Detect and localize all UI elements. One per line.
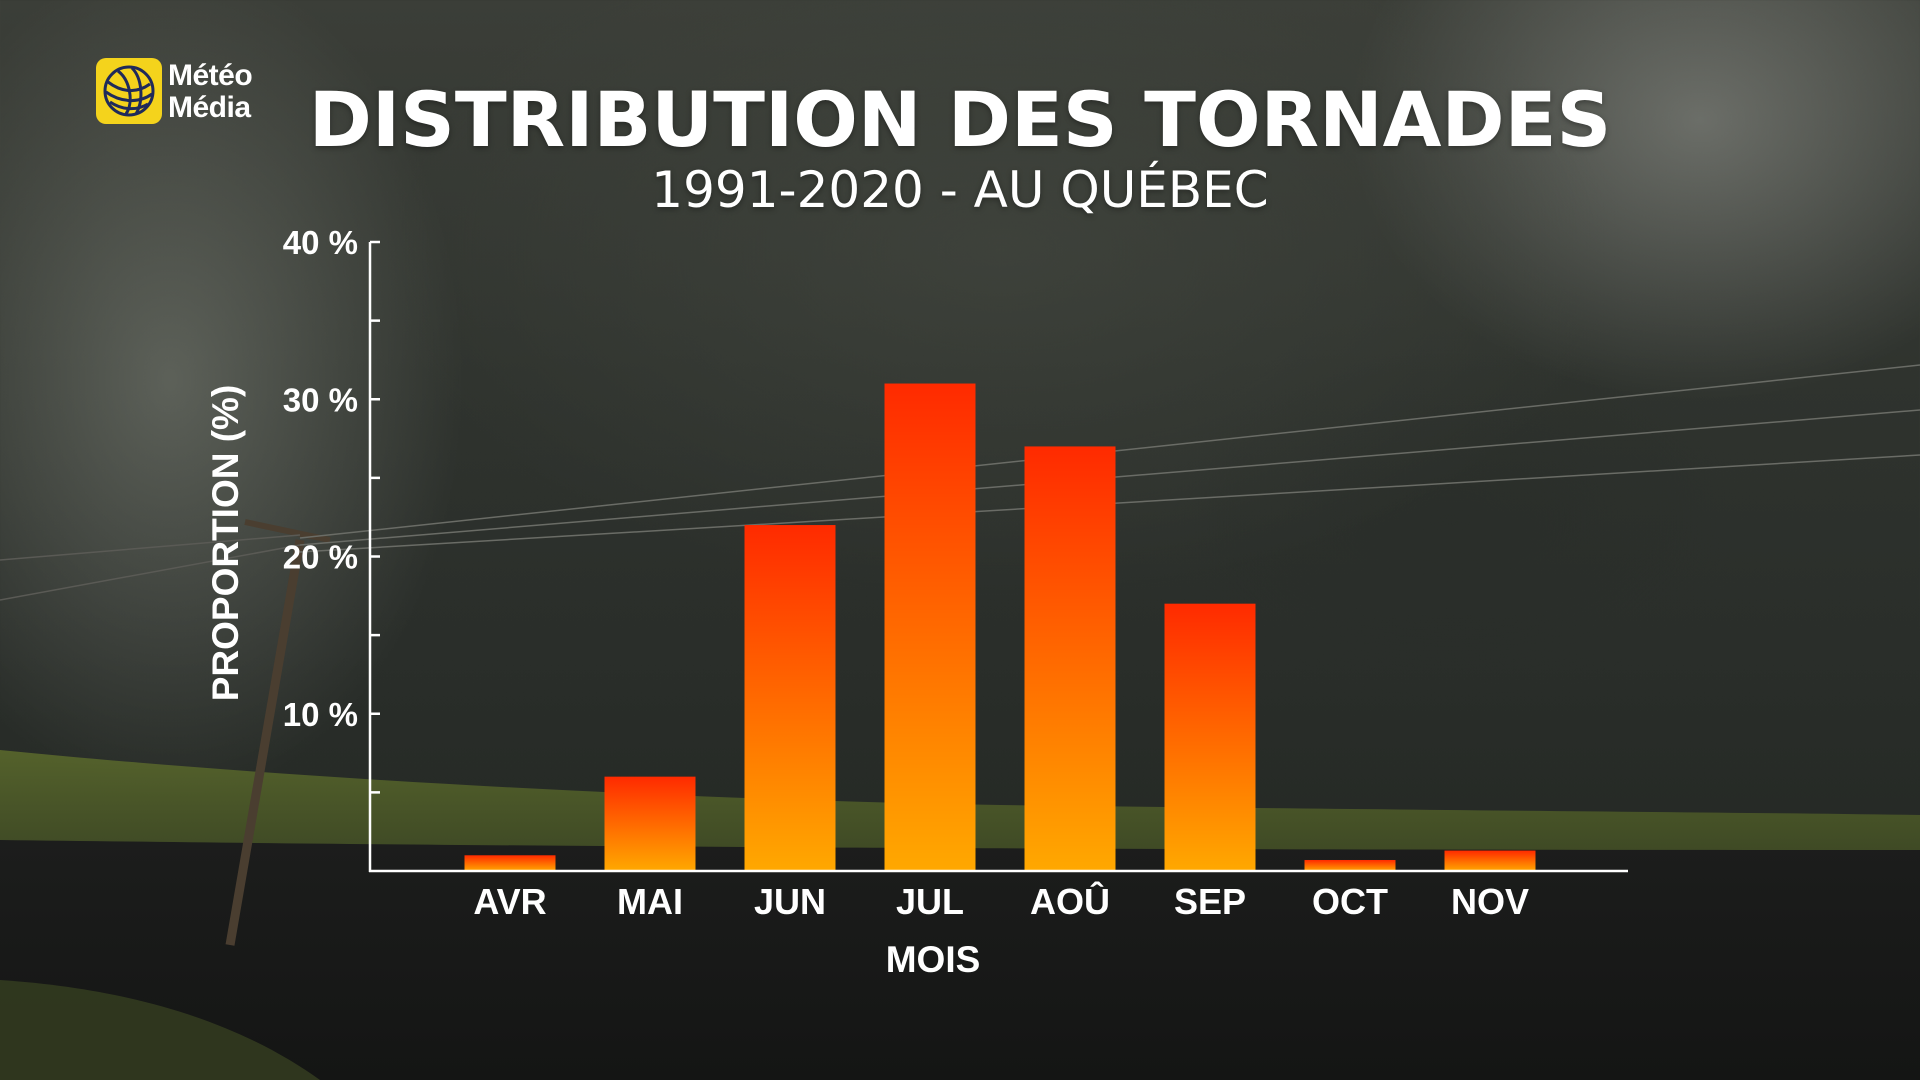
logo-line-2: Média xyxy=(168,91,251,124)
x-tick-label: AVR xyxy=(473,881,546,922)
x-tick-label: OCT xyxy=(1312,881,1388,922)
bars-layer xyxy=(464,383,1536,871)
bar-sep xyxy=(1164,603,1256,871)
x-tick-label: JUL xyxy=(896,881,964,922)
bar-jul xyxy=(884,383,976,871)
y-tick-label: 30 % xyxy=(283,381,358,418)
logo-wordmark: Météo Média xyxy=(168,59,253,124)
x-tick-label: NOV xyxy=(1451,881,1529,922)
logo-line-1: Météo xyxy=(168,59,253,92)
x-axis-label: MOIS xyxy=(886,939,981,980)
x-tick-label: MAI xyxy=(617,881,683,922)
bar-avr xyxy=(464,855,556,871)
y-tick-label: 10 % xyxy=(283,696,358,733)
bar-mai xyxy=(604,776,696,871)
bar-nov xyxy=(1444,850,1536,871)
chart-subtitle: 1991-2020 - AU QUÉBEC xyxy=(651,161,1269,219)
x-tick-label: JUN xyxy=(754,881,826,922)
labels-layer: AVR MAI JUN JUL AOÛ SEP OCT NOV 10 % 20 % 30 % 40 % xyxy=(283,224,1529,922)
x-tick-label: SEP xyxy=(1174,881,1246,922)
axes-layer xyxy=(368,240,1628,873)
bar-aoû xyxy=(1024,446,1116,871)
chart-title: DISTRIBUTION DES TORNADES xyxy=(308,75,1612,164)
y-tick-label: 20 % xyxy=(283,539,358,576)
y-tick-label: 40 % xyxy=(283,224,358,261)
y-axis-label: PROPORTION (%) xyxy=(205,385,246,702)
bar-oct xyxy=(1304,859,1396,871)
x-tick-label: AOÛ xyxy=(1030,880,1110,922)
globe-logo-icon xyxy=(96,58,162,124)
meteomedia-logo: Météo Média xyxy=(96,56,296,128)
bar-jun xyxy=(744,525,836,871)
